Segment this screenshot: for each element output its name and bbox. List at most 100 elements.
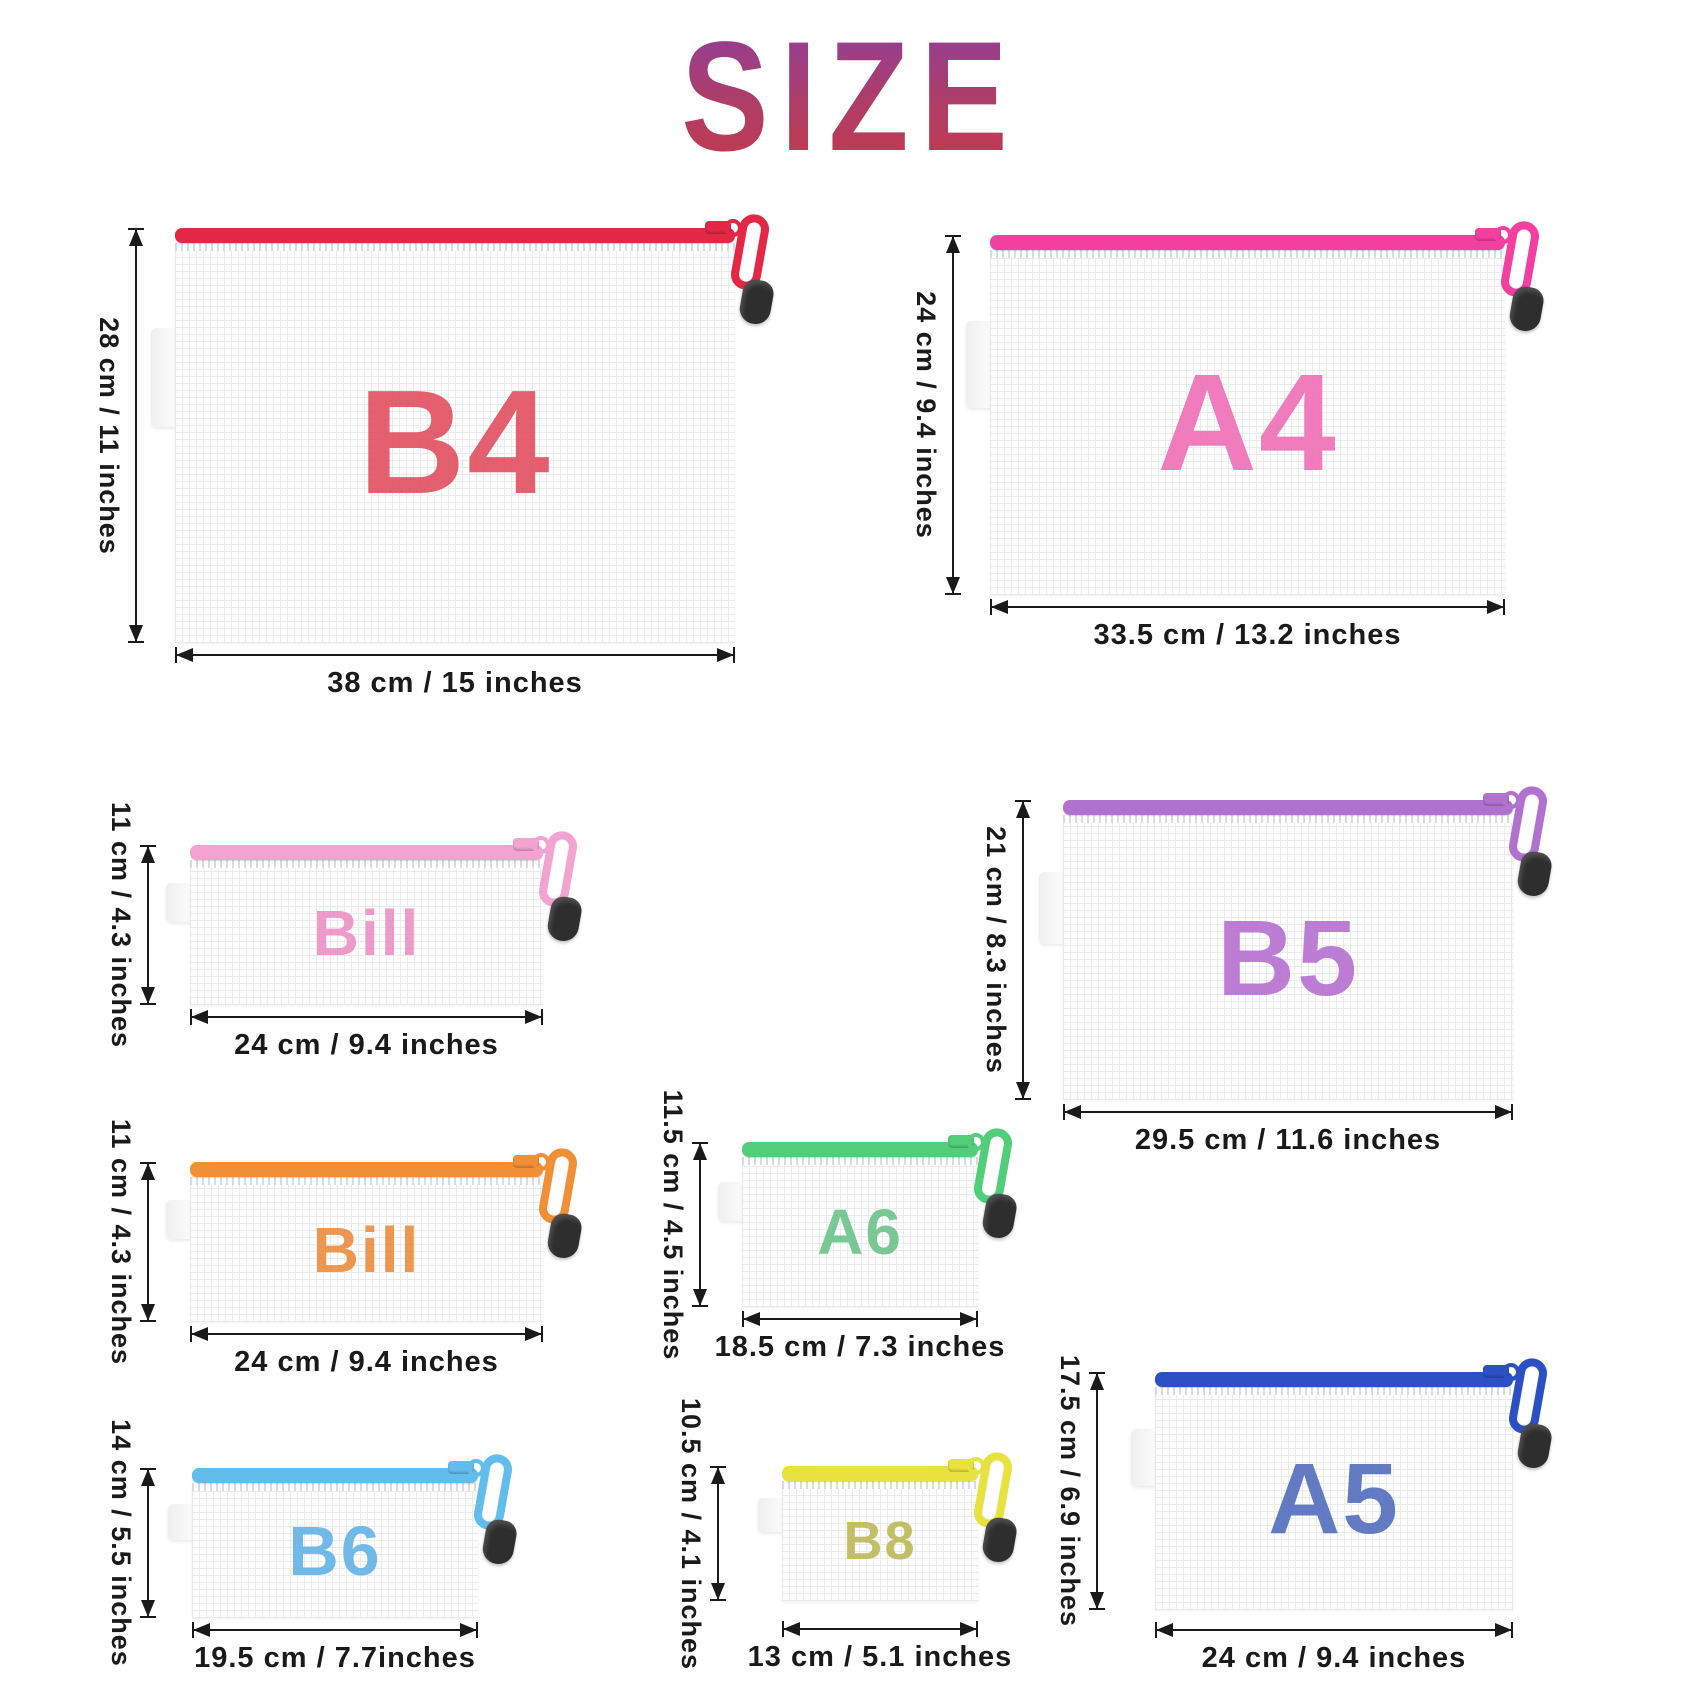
pouch-a5: 17.5 cm / 6.9 inches A5 24 cm / 9.4 inch… xyxy=(1055,1355,1554,1674)
zipper-pull xyxy=(1506,1355,1559,1528)
zipper-teeth xyxy=(782,1481,978,1489)
width-dimension-label: 38 cm / 15 inches xyxy=(327,667,583,699)
zipper-teeth xyxy=(1155,1387,1513,1395)
arrow-shaft xyxy=(699,1144,701,1305)
zipper-tape xyxy=(190,1153,550,1177)
pouch-bill-orange: 11 cm / 4.3 inches Bill 24 cm / 9.4 inch… xyxy=(106,1119,584,1378)
pouch-size-label: A5 xyxy=(1268,1442,1400,1555)
zipper-tape xyxy=(175,219,742,243)
hang-tab xyxy=(166,1200,192,1239)
pouch-size-label: B8 xyxy=(843,1511,917,1571)
pouch-bag: Bill xyxy=(166,828,584,1005)
zipper-slider xyxy=(1475,226,1512,244)
zipper-slider xyxy=(948,1457,985,1475)
mesh-body: B6 xyxy=(192,1483,478,1618)
arrow-shaft xyxy=(147,847,149,1003)
hang-tab xyxy=(168,1504,194,1540)
zipper-pull xyxy=(971,1449,1024,1622)
arrow-shaft xyxy=(992,606,1503,608)
pouch-bag: B4 xyxy=(151,211,776,643)
arrow-shaft xyxy=(717,1468,719,1599)
mesh-body: A5 xyxy=(1155,1387,1513,1610)
arrow-shaft xyxy=(1065,1111,1511,1113)
zipper-teeth xyxy=(190,860,543,868)
pouch-a6: 11.5 cm / 4.5 inches A6 18.5 cm / 7.3 in… xyxy=(658,1089,1019,1363)
hang-tab xyxy=(1131,1429,1157,1487)
width-dimension-label: 24 cm / 9.4 inches xyxy=(234,1029,499,1061)
zipper-tape xyxy=(192,1459,485,1483)
arrow-shaft xyxy=(192,1333,541,1335)
width-dimension-label: 24 cm / 9.4 inches xyxy=(1201,1642,1467,1674)
arrow-shaft xyxy=(177,654,733,656)
width-dimension-label: 18.5 cm / 7.3 inches xyxy=(714,1331,1006,1363)
zipper-teeth xyxy=(190,1177,543,1185)
hang-tab xyxy=(758,1498,784,1533)
width-dimension-label: 24 cm / 9.4 inches xyxy=(234,1346,499,1378)
width-dimension-label: 29.5 cm / 11.6 inches xyxy=(1134,1124,1442,1156)
pouch-b6: 14 cm / 5.5 inches B6 19.5 cm / 7.7inche… xyxy=(106,1419,519,1674)
zipper-slider xyxy=(1483,791,1520,809)
pouch-bag: A5 xyxy=(1131,1355,1554,1610)
pouch-bag: B5 xyxy=(1039,783,1554,1100)
hang-tab xyxy=(166,883,192,922)
zipper-pull xyxy=(1498,218,1551,391)
height-dimension-label: 17.5 cm / 6.9 inches xyxy=(1055,1354,1085,1628)
pouch-size-label: B5 xyxy=(1216,896,1360,1018)
zipper-slider xyxy=(948,1133,985,1151)
zipper-tape xyxy=(990,226,1512,250)
arrow-shaft xyxy=(194,1629,476,1631)
mesh-body: A4 xyxy=(990,250,1505,595)
width-dimension-label: 33.5 cm / 13.2 inches xyxy=(1093,619,1402,651)
pouch-size-label: B4 xyxy=(358,360,552,525)
zipper-slider xyxy=(1483,1363,1520,1381)
height-dimension-label: 11 cm / 4.3 inches xyxy=(106,801,136,1049)
arrow-shaft xyxy=(192,1016,541,1018)
zipper-slider xyxy=(513,836,550,854)
pouch-size-label: Bill xyxy=(312,896,421,969)
hang-tab xyxy=(718,1181,744,1222)
zipper-tape xyxy=(1155,1363,1520,1387)
zipper-pull xyxy=(536,828,589,1001)
height-dimension-label: 14 cm / 5.5 inches xyxy=(106,1419,136,1667)
zipper-teeth xyxy=(742,1157,978,1165)
zipper-teeth xyxy=(1063,815,1513,823)
pouch-bag: A4 xyxy=(966,218,1546,595)
arrow-shaft xyxy=(784,1628,976,1630)
pouch-a4: 24 cm / 9.4 inches A4 33.5 cm / 13.2 inc… xyxy=(911,218,1546,651)
arrow-shaft xyxy=(744,1318,976,1320)
pouch-bag: B6 xyxy=(168,1451,519,1618)
pouch-size-label: Bill xyxy=(312,1213,421,1286)
zipper-tape xyxy=(1063,791,1520,815)
zipper-slider xyxy=(448,1459,485,1477)
zipper-teeth xyxy=(175,243,735,251)
hang-tab xyxy=(966,321,992,408)
hang-tab xyxy=(151,327,177,428)
pouch-size-label: B6 xyxy=(288,1511,382,1590)
zipper-pull xyxy=(971,1125,1024,1298)
hang-tab xyxy=(1039,872,1065,944)
page-title-text: SIZE xyxy=(681,8,1019,187)
height-dimension-label: 28 cm / 11 inches xyxy=(94,316,124,555)
zipper-tape xyxy=(782,1457,985,1481)
arrow-shaft xyxy=(135,230,137,641)
height-dimension-label: 11.5 cm / 4.5 inches xyxy=(658,1089,688,1360)
zipper-tape xyxy=(190,836,550,860)
zipper-pull xyxy=(1506,783,1559,956)
mesh-body: B4 xyxy=(175,243,735,643)
zipper-pull xyxy=(471,1451,524,1624)
pouch-b5: 21 cm / 8.3 inches B5 29.5 cm / 11.6 inc… xyxy=(981,783,1554,1156)
height-dimension-label: 24 cm / 9.4 inches xyxy=(911,291,941,539)
zipper-pull xyxy=(536,1145,589,1318)
pouch-bill-pink: 11 cm / 4.3 inches Bill 24 cm / 9.4 inch… xyxy=(106,802,584,1061)
arrow-shaft xyxy=(1022,802,1024,1098)
zipper-pull xyxy=(728,211,781,384)
zipper-tape xyxy=(742,1133,985,1157)
pouch-b8: 10.5 cm / 4.1 inches B8 13 cm / 5.1 inch… xyxy=(676,1397,1019,1673)
arrow-shaft xyxy=(1096,1374,1098,1608)
pouch-bag: B8 xyxy=(758,1449,1019,1601)
mesh-body: B5 xyxy=(1063,815,1513,1100)
arrow-shaft xyxy=(1157,1629,1511,1631)
arrow-shaft xyxy=(147,1470,149,1616)
pouch-bag: Bill xyxy=(166,1145,584,1322)
